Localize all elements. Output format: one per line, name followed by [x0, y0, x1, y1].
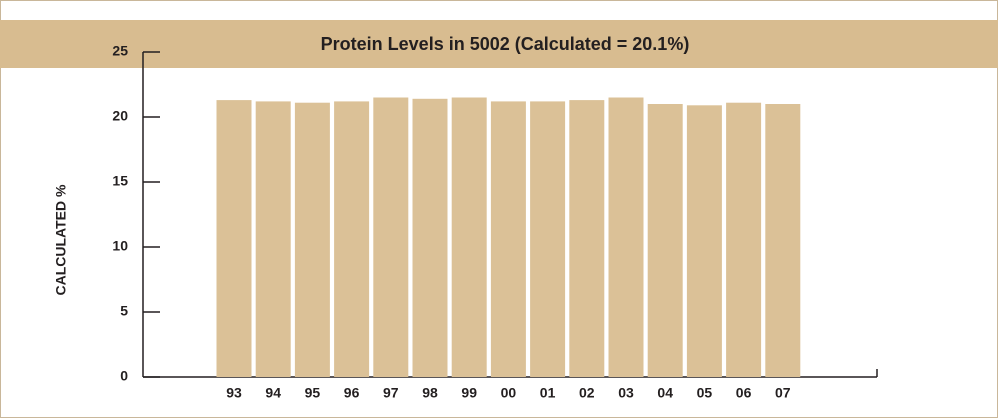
- x-tick-label: 01: [540, 385, 556, 401]
- y-tick-label: 20: [112, 108, 128, 124]
- chart-title: Protein Levels in 5002 (Calculated = 20.…: [321, 34, 690, 54]
- y-tick-label: 5: [120, 303, 128, 319]
- x-tick-label: 03: [618, 385, 634, 401]
- bar: [490, 101, 526, 378]
- bar: [216, 100, 252, 377]
- bar: [373, 97, 409, 377]
- y-tick-label: 25: [112, 43, 128, 59]
- bar: [608, 97, 644, 377]
- x-tick-label: 97: [383, 385, 399, 401]
- bar: [647, 104, 683, 377]
- x-tick-label: 07: [775, 385, 791, 401]
- bar: [255, 101, 291, 378]
- y-axis-label: CALCULATED %: [53, 184, 69, 296]
- y-tick-label: 0: [120, 368, 128, 384]
- y-tick-label: 15: [112, 173, 128, 189]
- x-tick-label: 94: [265, 385, 281, 401]
- bar: [530, 101, 566, 378]
- bar: [451, 97, 487, 377]
- x-tick-label: 06: [736, 385, 752, 401]
- bar: [569, 100, 605, 377]
- bar: [412, 98, 448, 378]
- x-tick-label: 04: [657, 385, 673, 401]
- bar: [294, 102, 330, 377]
- x-tick-label: 98: [422, 385, 438, 401]
- x-tick-label: 99: [461, 385, 477, 401]
- x-tick-label: 95: [305, 385, 321, 401]
- title-band: [0, 20, 998, 68]
- y-tick-label: 10: [112, 238, 128, 254]
- bar: [686, 105, 722, 378]
- x-tick-label: 93: [226, 385, 242, 401]
- x-tick-label: 96: [344, 385, 360, 401]
- x-tick-label: 05: [697, 385, 713, 401]
- x-tick-label: 00: [501, 385, 517, 401]
- bar: [765, 104, 801, 377]
- bar: [726, 102, 762, 377]
- bar: [334, 101, 370, 378]
- x-tick-label: 02: [579, 385, 595, 401]
